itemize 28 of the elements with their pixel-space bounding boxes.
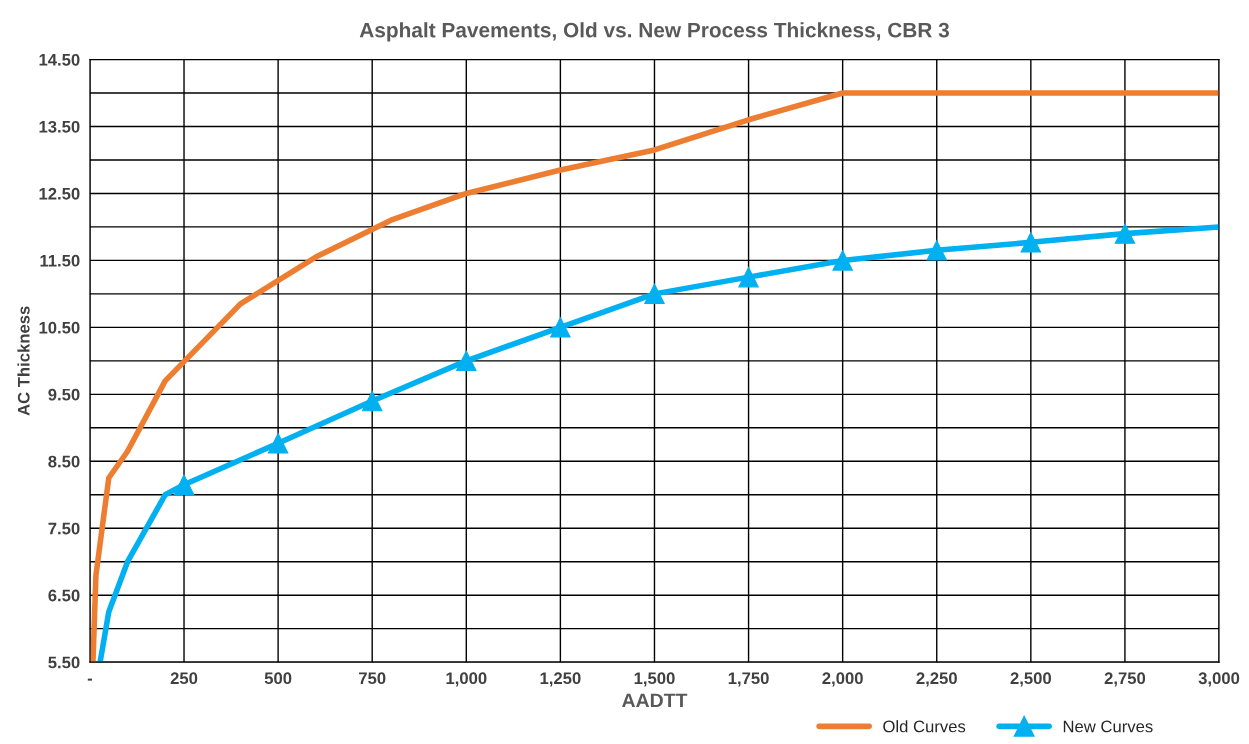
x-tick-label: 2,250 [916,672,957,687]
y-tick-label: 9.50 [48,388,80,401]
y-tick-label: 8.50 [48,455,80,468]
legend-label: Old Curves [883,720,966,733]
y-tick-label: 10.50 [39,321,80,334]
chart-title: Asphalt Pavements, Old vs. New Process Thickness, CBR 3 [359,22,949,42]
y-axis-title: AC Thickness [17,306,30,416]
x-tick-label: 2,000 [822,672,863,687]
x-tick-label: 2,750 [1104,672,1146,687]
y-tick-label: 7.50 [48,522,80,535]
y-tick-label: 6.50 [48,589,80,602]
x-tick-label: 500 [264,672,292,685]
y-tick-label: 13.50 [39,120,80,133]
x-axis-title: AADTT [622,693,688,708]
x-tick-label: 1,000 [446,672,487,687]
x-tick-label: 750 [359,672,386,685]
y-tick-label: 11.50 [40,254,80,267]
y-tick-label: 12.50 [39,187,80,200]
x-tick-label: 1,500 [634,672,675,687]
y-tick-label: 14.50 [39,53,80,66]
x-tick-label: 3,000 [1198,672,1240,687]
x-tick-label: - [87,678,93,681]
x-tick-label: 1,750 [728,672,769,687]
legend-label: New Curves [1063,720,1153,733]
x-tick-label: 250 [170,672,198,685]
x-tick-label: 2,500 [1010,672,1052,687]
y-tick-label: 5.50 [48,656,80,669]
x-tick-label: 1,250 [540,672,581,687]
